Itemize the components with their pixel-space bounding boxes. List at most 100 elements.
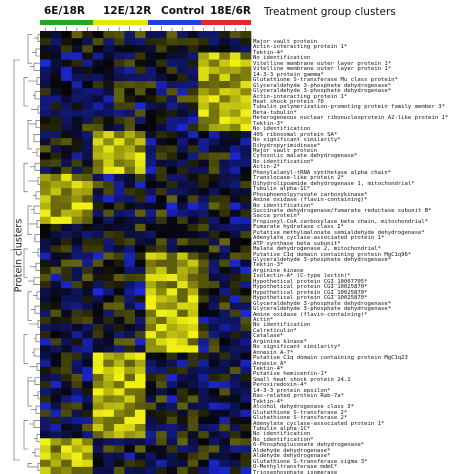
heatmap-cell xyxy=(166,359,178,368)
heatmap-cell xyxy=(61,145,72,153)
heatmap-cell xyxy=(50,95,62,103)
heatmap-cell xyxy=(40,252,51,260)
heatmap-cell xyxy=(113,188,125,196)
heatmap-cell xyxy=(71,81,83,89)
heatmap-cell xyxy=(82,259,94,268)
heatmap-cell xyxy=(187,238,199,246)
heatmap-cell xyxy=(61,259,72,268)
heatmap-cell xyxy=(50,73,62,82)
heatmap-cell xyxy=(113,309,125,318)
heatmap-cell xyxy=(187,381,199,389)
heatmap-cell xyxy=(61,102,72,110)
heatmap-cell xyxy=(145,409,157,418)
heatmap-cell xyxy=(166,338,178,346)
heatmap-cell xyxy=(145,352,157,360)
heatmap-cell xyxy=(219,59,231,68)
heatmap-cell xyxy=(40,323,51,332)
heatmap-cell xyxy=(124,288,136,296)
heatmap-cell xyxy=(50,231,62,239)
heatmap-cell xyxy=(177,202,188,210)
heatmap-cell xyxy=(113,231,125,239)
heatmap-cell xyxy=(124,38,136,46)
heatmap-cell xyxy=(229,216,241,225)
heatmap-cell xyxy=(113,109,125,118)
protein-label: Arginine kinase* xyxy=(253,338,307,345)
heatmap-cell xyxy=(71,395,83,403)
heatmap-cell xyxy=(198,73,210,82)
heatmap-cell xyxy=(82,38,94,46)
protein-label: Actin-interacting protein 1* xyxy=(253,44,348,51)
heatmap-cell xyxy=(198,331,210,339)
heatmap-cell xyxy=(40,173,51,182)
heatmap-cell xyxy=(166,302,178,310)
heatmap-cell xyxy=(156,116,167,125)
heatmap-cell xyxy=(82,116,94,125)
heatmap-cell xyxy=(166,345,178,353)
heatmap-cell xyxy=(229,459,241,468)
heatmap-cell xyxy=(71,166,83,175)
heatmap-cell xyxy=(113,266,125,275)
heatmap-cell xyxy=(113,223,125,232)
heatmap-cell xyxy=(208,388,220,396)
heatmap-cell xyxy=(103,438,115,446)
heatmap-cell xyxy=(240,188,252,196)
heatmap-cell xyxy=(198,31,210,39)
heatmap-cell xyxy=(61,238,72,246)
heatmap-cell xyxy=(82,459,94,468)
heatmap-cell xyxy=(61,352,72,360)
heatmap-cell xyxy=(124,245,136,253)
heatmap-cell xyxy=(40,116,51,125)
heatmap-cell xyxy=(198,352,210,360)
heatmap-cell xyxy=(92,395,104,403)
heatmap-cell xyxy=(198,266,210,275)
heatmap-cell xyxy=(156,181,167,189)
heatmap-cell xyxy=(229,195,241,203)
heatmap-cell xyxy=(177,245,188,253)
heatmap-cell xyxy=(92,181,104,189)
heatmap-cell xyxy=(50,59,62,68)
heatmap-cell xyxy=(134,252,146,260)
protein-label: Tubulin alpha-1C* xyxy=(253,186,311,193)
heatmap-cell xyxy=(208,381,220,389)
heatmap-cell xyxy=(198,88,210,96)
heatmap-cell xyxy=(177,166,188,175)
heatmap-cell xyxy=(134,409,146,418)
heatmap-cell xyxy=(219,202,231,210)
heatmap-cell xyxy=(219,252,231,260)
heatmap-cell xyxy=(166,195,178,203)
heatmap-cell xyxy=(240,395,252,403)
heatmap-cell xyxy=(40,202,51,210)
heatmap-cell xyxy=(198,281,210,289)
heatmap-cell xyxy=(240,402,252,410)
heatmap-cell xyxy=(219,352,231,360)
heatmap-cell xyxy=(92,266,104,275)
protein-label: Putative hemicentin-1* xyxy=(253,371,328,378)
heatmap-cell xyxy=(240,373,252,382)
heatmap-cell xyxy=(103,295,115,303)
y-axis-label: Protein clusters xyxy=(13,218,25,293)
heatmap-cell xyxy=(219,45,231,53)
heatmap-cell xyxy=(103,123,115,132)
heatmap-cell xyxy=(177,366,188,375)
heatmap-cell xyxy=(40,423,51,432)
group-label-6e18r: 6E/18R xyxy=(44,5,86,17)
heatmap-cell xyxy=(198,152,210,160)
heatmap-cell xyxy=(240,359,252,368)
heatmap-cell xyxy=(61,231,72,239)
protein-label: Alcohol dehydrogenase class 3* xyxy=(253,404,355,411)
heatmap-cell xyxy=(61,423,72,432)
heatmap-cell xyxy=(208,359,220,368)
heatmap-cell xyxy=(40,45,51,53)
heatmap-cell xyxy=(177,131,188,139)
heatmap-cell xyxy=(103,45,115,53)
heatmap-cell xyxy=(177,452,188,461)
heatmap-cell xyxy=(82,59,94,68)
heatmap-cell xyxy=(187,95,199,103)
heatmap-cell xyxy=(71,116,83,125)
heatmap-cell xyxy=(92,323,104,332)
heatmap-cell xyxy=(71,59,83,68)
heatmap-cell xyxy=(187,359,199,368)
heatmap-cell xyxy=(50,245,62,253)
heatmap-cell xyxy=(92,145,104,153)
heatmap-cell xyxy=(177,338,188,346)
